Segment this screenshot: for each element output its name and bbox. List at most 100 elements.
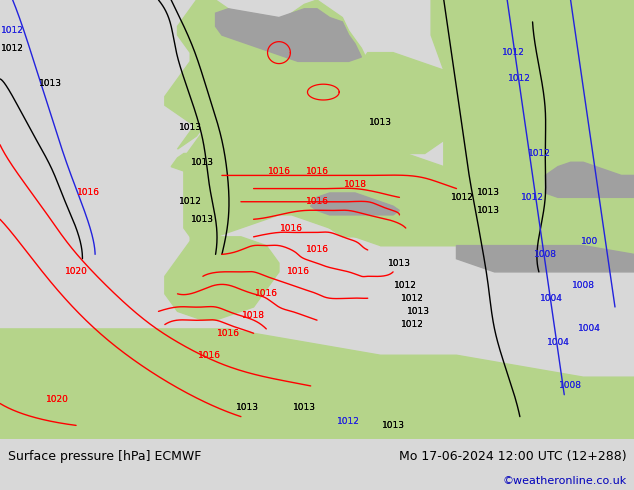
Polygon shape [178, 119, 203, 149]
Text: 1012: 1012 [1, 44, 24, 53]
Text: 1013: 1013 [236, 403, 259, 413]
Text: 1016: 1016 [306, 167, 328, 175]
Text: 1013: 1013 [293, 403, 316, 413]
Text: 1012: 1012 [401, 320, 424, 329]
Polygon shape [317, 197, 368, 237]
Polygon shape [0, 329, 634, 439]
Text: 1012: 1012 [508, 74, 531, 83]
Text: 1016: 1016 [280, 223, 303, 233]
Text: 1013: 1013 [191, 158, 214, 167]
Polygon shape [0, 439, 634, 490]
Text: 1004: 1004 [578, 324, 601, 333]
Text: 1016: 1016 [287, 268, 309, 276]
Text: 1013: 1013 [191, 158, 214, 167]
Text: 1012: 1012 [401, 320, 424, 329]
Text: 1018: 1018 [344, 180, 366, 189]
Polygon shape [380, 197, 634, 263]
Text: 1013: 1013 [39, 79, 62, 88]
Text: Surface pressure [hPa] ECMWF: Surface pressure [hPa] ECMWF [8, 450, 201, 463]
Text: 1012: 1012 [337, 416, 360, 425]
Text: 1004: 1004 [578, 324, 601, 333]
Text: 1013: 1013 [293, 403, 316, 413]
Text: 1004: 1004 [540, 294, 563, 303]
Text: 1016: 1016 [255, 289, 278, 298]
Text: 1016: 1016 [198, 351, 221, 360]
Text: 1016: 1016 [217, 329, 240, 338]
Text: 1004: 1004 [540, 294, 563, 303]
Text: 1013: 1013 [369, 118, 392, 127]
Text: 1012: 1012 [521, 193, 544, 202]
Text: Mo 17-06-2024 12:00 UTC (12+288): Mo 17-06-2024 12:00 UTC (12+288) [399, 450, 626, 463]
Text: 1016: 1016 [306, 245, 328, 254]
Text: 1020: 1020 [65, 268, 87, 276]
Text: 1012: 1012 [394, 281, 417, 290]
Text: 1008: 1008 [572, 281, 595, 290]
Text: 1013: 1013 [477, 206, 500, 215]
Text: 1018: 1018 [242, 311, 265, 320]
Polygon shape [311, 193, 399, 215]
Polygon shape [0, 0, 634, 439]
Text: 1013: 1013 [179, 122, 202, 132]
Text: 1012: 1012 [502, 48, 525, 57]
Text: 1016: 1016 [306, 167, 328, 175]
Text: 1016: 1016 [268, 167, 290, 175]
Text: 1013: 1013 [388, 259, 411, 268]
Polygon shape [431, 0, 634, 223]
Text: 1013: 1013 [382, 421, 404, 430]
Text: 1013: 1013 [477, 206, 500, 215]
Text: 1008: 1008 [572, 281, 595, 290]
Text: 100: 100 [581, 237, 598, 245]
Text: 1013: 1013 [369, 118, 392, 127]
Text: 1012: 1012 [179, 197, 202, 206]
Text: 1013: 1013 [191, 215, 214, 224]
Text: 1012: 1012 [1, 26, 24, 35]
Text: 1008: 1008 [559, 381, 582, 391]
Polygon shape [184, 132, 634, 263]
Polygon shape [165, 237, 279, 320]
Text: 1016: 1016 [306, 197, 328, 206]
Text: 1012: 1012 [527, 149, 550, 158]
Text: 100: 100 [581, 237, 598, 245]
Text: 1008: 1008 [559, 381, 582, 391]
Text: 1013: 1013 [477, 189, 500, 197]
Text: ©weatheronline.co.uk: ©weatheronline.co.uk [502, 476, 626, 486]
Text: 1016: 1016 [268, 167, 290, 175]
Text: 1013: 1013 [388, 259, 411, 268]
Text: 1012: 1012 [451, 193, 474, 202]
Text: 1013: 1013 [407, 307, 430, 316]
Text: 1016: 1016 [198, 351, 221, 360]
Polygon shape [171, 153, 197, 171]
Text: 1020: 1020 [46, 394, 68, 404]
Polygon shape [456, 245, 634, 272]
Polygon shape [165, 0, 431, 202]
Text: 1016: 1016 [77, 189, 100, 197]
Text: 1016: 1016 [255, 289, 278, 298]
Text: 1012: 1012 [179, 197, 202, 206]
Text: 1016: 1016 [280, 223, 303, 233]
Text: 1004: 1004 [547, 338, 569, 346]
Text: 1012: 1012 [508, 74, 531, 83]
Text: 1016: 1016 [306, 197, 328, 206]
Text: 1013: 1013 [39, 79, 62, 88]
Text: 1004: 1004 [547, 338, 569, 346]
Text: 1018: 1018 [242, 311, 265, 320]
Text: 1012: 1012 [527, 149, 550, 158]
Text: 1013: 1013 [236, 403, 259, 413]
Text: 1012: 1012 [1, 44, 24, 53]
Text: 1012: 1012 [1, 26, 24, 35]
Polygon shape [545, 162, 634, 197]
Text: 1013: 1013 [191, 215, 214, 224]
Text: 1013: 1013 [407, 307, 430, 316]
Text: 1016: 1016 [217, 329, 240, 338]
Text: 1012: 1012 [401, 294, 424, 303]
Polygon shape [216, 9, 361, 61]
Text: 1018: 1018 [344, 180, 366, 189]
Text: 1008: 1008 [534, 250, 557, 259]
Text: 1012: 1012 [451, 193, 474, 202]
Text: 1012: 1012 [502, 48, 525, 57]
Text: 1013: 1013 [477, 189, 500, 197]
Polygon shape [349, 52, 476, 153]
Text: 1016: 1016 [287, 268, 309, 276]
Text: 1020: 1020 [46, 394, 68, 404]
Text: 1012: 1012 [337, 416, 360, 425]
